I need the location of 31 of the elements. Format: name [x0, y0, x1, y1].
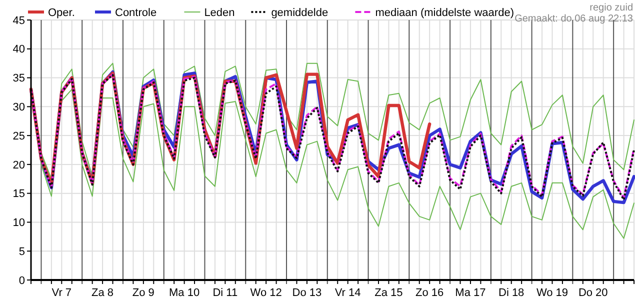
y-tick-label: 30 [12, 102, 25, 114]
y-tick-label: 40 [12, 44, 25, 56]
y-tick-label: 25 [12, 130, 25, 142]
y-tick-label: 15 [12, 188, 25, 200]
text: regio zuid [590, 2, 633, 14]
legend-label: Leden [204, 6, 235, 19]
legend-label: gemiddelde [271, 6, 328, 19]
x-tick-label: Di 18 [498, 287, 524, 299]
y-tick-label: 0 [18, 274, 25, 287]
x-tick-label: Zo 9 [132, 287, 154, 299]
annotation: Gemaakt: do 06 aug 22:13 [514, 14, 634, 24]
x-tick-label: Za 8 [92, 287, 114, 299]
x-tick-label: Do 13 [292, 287, 322, 299]
legend-label: Oper. [48, 6, 75, 19]
y-tick-label: 20 [12, 159, 25, 172]
y-tick-label: 35 [12, 72, 25, 85]
x-tick-label: Di 11 [212, 287, 238, 299]
x-tick-label: Wo 12 [250, 287, 282, 299]
legend-label: mediaan (middelste waarde) [375, 6, 514, 19]
x-tick-label: Wo 19 [536, 287, 568, 299]
x-tick-label: Za 15 [374, 287, 403, 299]
x-tick-label: Do 20 [578, 287, 608, 299]
y-tick-label: 45 [12, 14, 25, 27]
x-tick-label: Vr 14 [334, 287, 361, 299]
y-tick-label: 5 [18, 246, 25, 258]
y-tick-label: 10 [12, 217, 25, 230]
x-tick-label: Ma 10 [169, 287, 200, 299]
x-tick-label: Ma 17 [455, 287, 486, 299]
x-tick-label: Zo 16 [416, 287, 444, 299]
legend-label: Controle [115, 6, 157, 19]
x-tick-label: Vr 7 [52, 287, 72, 299]
